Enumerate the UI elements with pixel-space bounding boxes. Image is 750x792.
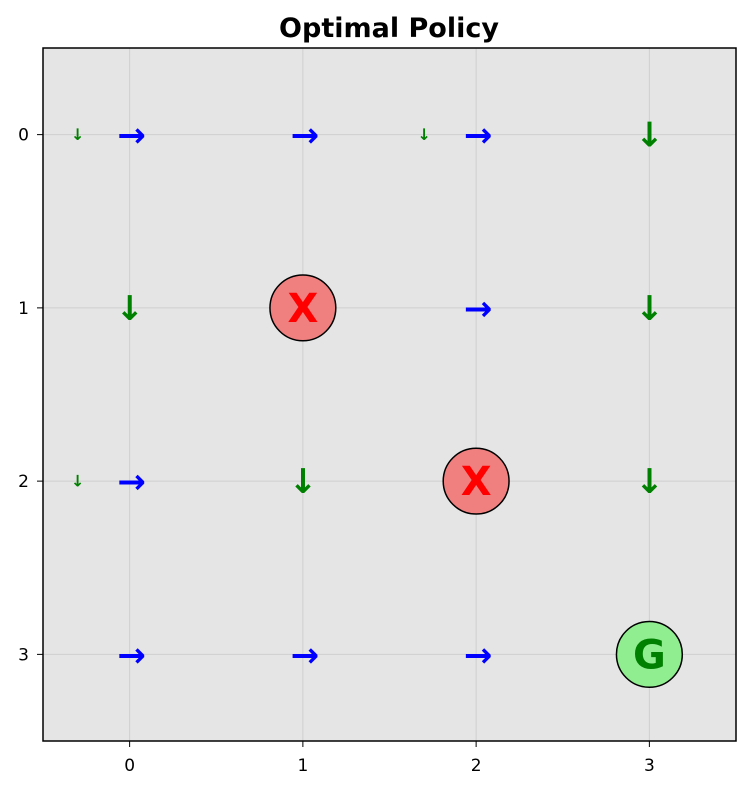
down-arrow-icon: ↓ — [71, 472, 84, 491]
right-arrow-icon: → — [117, 116, 146, 156]
y-tick-label: 1 — [18, 299, 29, 319]
goal-marker — [615, 620, 684, 689]
down-arrow-icon: ↓ — [635, 289, 664, 329]
obstacle-marker — [442, 447, 510, 515]
obstacle-marker-label: X — [461, 459, 492, 505]
right-arrow-icon: → — [291, 116, 320, 156]
down-arrow-icon: ↓ — [417, 125, 430, 144]
y-tick-label: 2 — [18, 472, 29, 492]
obstacle-marker-label: X — [287, 286, 318, 332]
right-arrow-icon: → — [464, 635, 493, 675]
policy-marks: → → → ↓ ↓ ↓ ↓ → ↓ → ↓ ↓ ↓ → → → X X G — [71, 116, 684, 689]
plot-frame — [42, 47, 737, 742]
right-arrow-icon: → — [464, 116, 493, 156]
plot-area — [43, 48, 736, 741]
x-tick-label: 3 — [644, 756, 655, 776]
right-arrow-icon: → — [117, 635, 146, 675]
right-arrow-icon: → — [291, 635, 320, 675]
axis-ticks: 0 1 2 3 0 1 2 3 — [18, 126, 655, 776]
y-tick-label: 3 — [18, 645, 29, 665]
y-tick-label: 0 — [18, 126, 29, 146]
down-arrow-icon: ↓ — [635, 462, 664, 502]
x-tick-label: 0 — [124, 756, 135, 776]
x-tick-label: 2 — [471, 756, 482, 776]
obstacle-marker — [269, 274, 337, 342]
goal-marker-label: G — [633, 632, 666, 678]
down-arrow-icon: ↓ — [71, 125, 84, 144]
down-arrow-icon: ↓ — [289, 462, 318, 502]
down-arrow-icon: ↓ — [115, 289, 144, 329]
x-tick-label: 1 — [297, 756, 308, 776]
right-arrow-icon: → — [464, 289, 493, 329]
down-arrow-icon: ↓ — [635, 116, 664, 156]
chart-title: Optimal Policy — [279, 13, 499, 44]
grid-lines — [43, 48, 736, 741]
right-arrow-icon: → — [117, 462, 146, 502]
